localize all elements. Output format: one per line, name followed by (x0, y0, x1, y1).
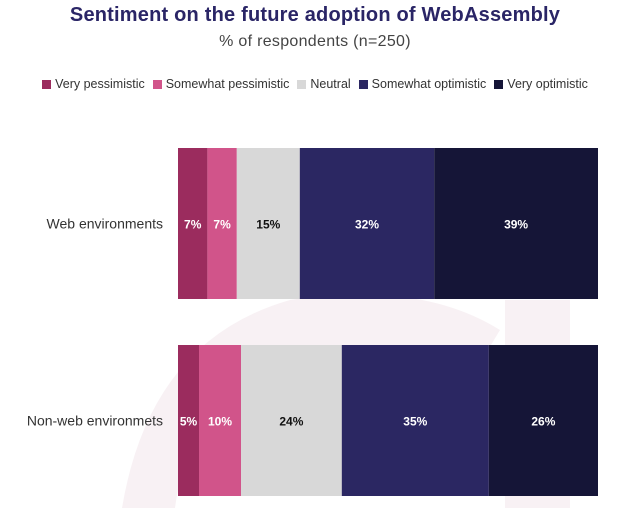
legend-item-very-optimistic: Very optimistic (494, 77, 588, 91)
legend-swatch-neutral (297, 79, 307, 89)
data-label-very-pessimistic-non-web-environmets: 5% (180, 415, 198, 429)
bar-segment-very-optimistic-web-environments (434, 148, 598, 299)
row-label-web-environments: Web environments (47, 216, 163, 232)
legend-swatch-very-optimistic (494, 79, 504, 89)
data-label-somewhat-pessimistic-non-web-environmets: 10% (208, 415, 232, 429)
legend-label-somewhat-pessimistic: Somewhat pessimistic (165, 77, 290, 91)
row-label-non-web-environmets: Non-web environmets (27, 413, 163, 429)
bar-segment-neutral-web-environments (236, 148, 300, 299)
legend-swatch-very-pessimistic (42, 79, 52, 89)
legend-label-very-optimistic: Very optimistic (507, 77, 588, 91)
chart-subtitle: % of respondents (n=250) (219, 33, 411, 50)
legend-swatch-somewhat-pessimistic (152, 79, 162, 89)
chart-legend: Very pessimistic Somewhat pessimistic Ne… (0, 77, 630, 91)
data-label-very-optimistic-web-environments: 39% (504, 218, 528, 232)
bar-segment-very-optimistic-non-web-environmets (488, 345, 598, 496)
data-label-neutral-non-web-environmets: 24% (279, 415, 303, 429)
legend-swatch-somewhat-optimistic (358, 79, 368, 89)
data-label-very-optimistic-non-web-environmets: 26% (531, 415, 555, 429)
bar-segment-somewhat-pessimistic-non-web-environmets (199, 345, 241, 496)
bars-layer: Web environments 7% 7% 15% 32% 39% Non-web env… (27, 148, 598, 496)
data-label-very-pessimistic-web-environments: 7% (184, 218, 202, 232)
legend-item-neutral: Neutral (297, 77, 351, 91)
data-label-somewhat-optimistic-web-environments: 32% (355, 218, 379, 232)
data-label-somewhat-optimistic-non-web-environmets: 35% (403, 415, 427, 429)
bar-segment-very-pessimistic-non-web-environmets (178, 345, 199, 496)
bar-segment-very-pessimistic-web-environments (178, 148, 208, 299)
legend-label-somewhat-optimistic: Somewhat optimistic (371, 77, 487, 91)
data-label-somewhat-pessimistic-web-environments: 7% (213, 218, 231, 232)
legend-label-neutral: Neutral (310, 77, 351, 91)
bar-segment-somewhat-optimistic-web-environments (299, 148, 435, 299)
legend-item-somewhat-pessimistic: Somewhat pessimistic (152, 77, 290, 91)
legend-item-very-pessimistic: Very pessimistic (42, 77, 145, 91)
bar-segment-somewhat-pessimistic-web-environments (207, 148, 237, 299)
chart-title: Sentiment on the future adoption of WebA… (69, 4, 561, 26)
legend-item-somewhat-optimistic: Somewhat optimistic (358, 77, 487, 91)
data-label-neutral-web-environments: 15% (256, 218, 280, 232)
legend-label-very-pessimistic: Very pessimistic (55, 77, 145, 91)
bar-segment-somewhat-optimistic-non-web-environmets (341, 345, 489, 496)
bar-segment-neutral-non-web-environmets (241, 345, 342, 496)
